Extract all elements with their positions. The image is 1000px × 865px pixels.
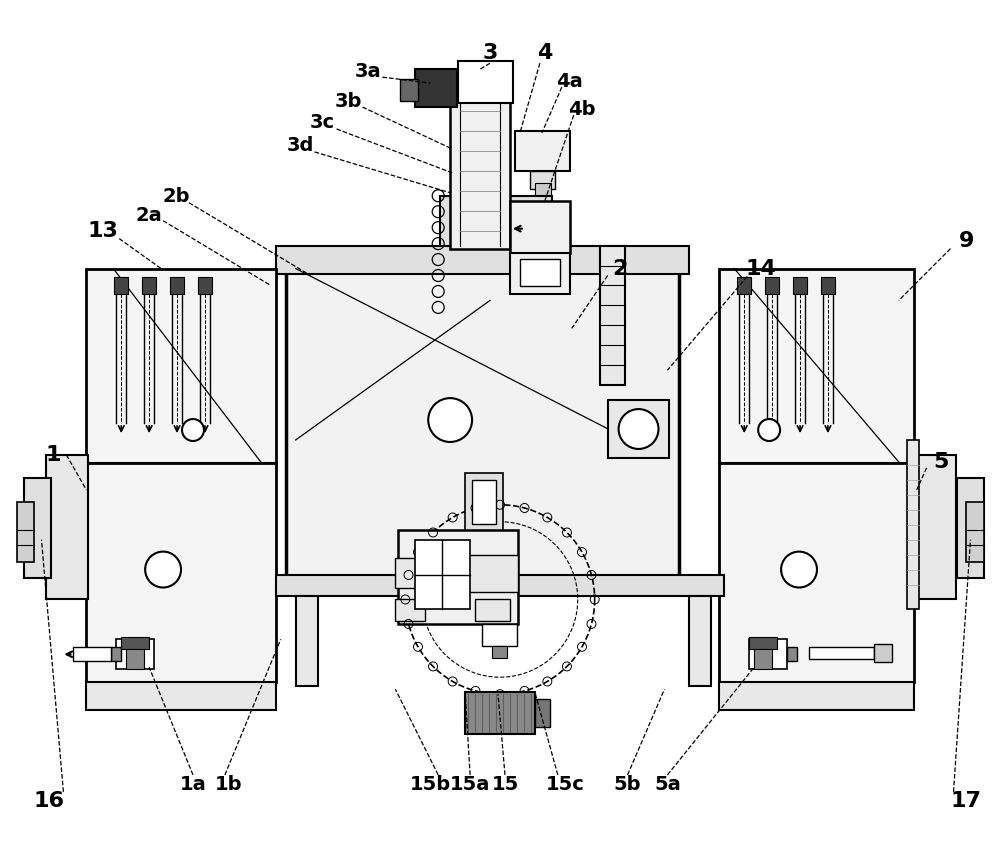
Circle shape — [428, 398, 472, 442]
Bar — [198, 277, 212, 294]
Text: 3b: 3b — [335, 92, 362, 111]
Bar — [719, 463, 914, 682]
Circle shape — [619, 409, 658, 449]
Bar — [86, 463, 276, 682]
Bar — [787, 647, 797, 661]
Bar — [126, 650, 144, 670]
Text: 13: 13 — [88, 221, 119, 240]
Bar — [957, 477, 984, 578]
Bar — [765, 277, 779, 294]
Text: 4b: 4b — [568, 99, 595, 119]
Text: 17: 17 — [951, 791, 982, 811]
Bar — [966, 502, 984, 561]
Text: 3c: 3c — [310, 113, 335, 132]
Text: 15b: 15b — [410, 775, 451, 794]
Bar — [86, 268, 276, 463]
Bar — [86, 682, 276, 710]
Text: 2b: 2b — [162, 187, 190, 206]
Circle shape — [758, 419, 780, 441]
Bar — [440, 195, 552, 246]
Bar — [907, 440, 919, 610]
Text: 15a: 15a — [450, 775, 490, 794]
Bar — [793, 277, 807, 294]
Text: 1b: 1b — [215, 775, 243, 794]
Text: 3d: 3d — [287, 137, 314, 156]
Text: 5: 5 — [933, 452, 948, 472]
Bar — [719, 268, 914, 463]
Circle shape — [182, 419, 204, 441]
Bar — [400, 79, 418, 101]
Bar — [754, 650, 772, 670]
Bar — [111, 647, 121, 661]
Bar — [395, 599, 425, 621]
Bar — [170, 277, 184, 294]
Bar — [749, 639, 787, 670]
Text: 3: 3 — [482, 43, 498, 63]
Bar — [114, 277, 128, 294]
Text: 5b: 5b — [614, 775, 641, 794]
Bar — [475, 599, 510, 621]
Text: 14: 14 — [746, 259, 777, 279]
Bar — [482, 625, 517, 646]
Text: 4: 4 — [537, 43, 553, 63]
Text: 1: 1 — [46, 445, 61, 465]
Bar — [530, 171, 555, 189]
Bar — [450, 71, 510, 248]
Bar — [689, 597, 711, 686]
Bar — [17, 502, 34, 561]
Text: 16: 16 — [34, 791, 65, 811]
Bar — [535, 699, 550, 727]
Bar — [142, 277, 156, 294]
Bar — [737, 277, 751, 294]
Bar — [600, 246, 625, 385]
Bar — [395, 558, 420, 587]
Bar — [821, 277, 835, 294]
Bar — [398, 529, 518, 625]
Bar — [608, 400, 669, 458]
Bar — [535, 183, 551, 195]
Bar — [515, 131, 570, 171]
Bar — [465, 692, 535, 734]
Bar — [46, 455, 88, 599]
Bar — [468, 554, 518, 593]
Text: 3a: 3a — [355, 61, 382, 80]
Text: 15: 15 — [491, 775, 519, 794]
Bar — [914, 455, 956, 599]
Bar — [296, 597, 318, 686]
Bar — [24, 477, 51, 578]
Text: 2a: 2a — [136, 206, 163, 225]
Bar — [276, 246, 689, 273]
Circle shape — [781, 552, 817, 587]
Bar — [116, 639, 154, 670]
Bar — [286, 268, 679, 575]
Bar — [276, 574, 724, 597]
Bar — [749, 638, 777, 650]
Bar — [73, 647, 111, 661]
Text: 5a: 5a — [654, 775, 681, 794]
Circle shape — [145, 552, 181, 587]
Bar — [492, 646, 507, 658]
Bar — [510, 201, 570, 253]
Bar — [415, 540, 470, 610]
Bar — [415, 69, 457, 107]
Bar — [465, 473, 503, 531]
Bar — [472, 480, 496, 523]
Bar — [874, 644, 892, 663]
Text: 2: 2 — [612, 259, 627, 279]
Bar — [719, 682, 914, 710]
Text: 1a: 1a — [180, 775, 206, 794]
Bar — [458, 61, 513, 103]
Bar — [510, 253, 570, 294]
Text: 4a: 4a — [556, 72, 583, 91]
Bar — [121, 638, 149, 650]
Bar — [809, 647, 874, 659]
Bar — [520, 259, 560, 286]
Text: 9: 9 — [959, 231, 974, 251]
Text: 15c: 15c — [545, 775, 584, 794]
